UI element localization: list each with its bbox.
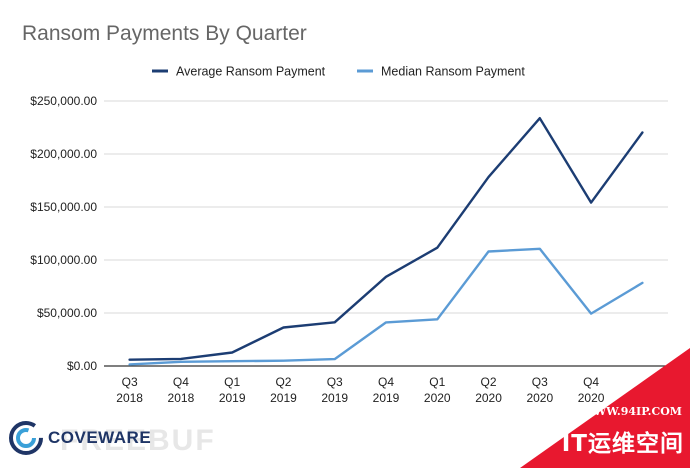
legend: Average Ransom Payment Median Ransom Paym… <box>152 65 525 79</box>
y-tick-label: $250,000.00 <box>30 94 97 108</box>
x-axis-ticks: Q3 2018 Q4 2018 Q1 2019 Q2 2019 Q3 2019 Q4 2019 Q1 20… <box>116 375 604 405</box>
y-tick-label: $100,000.00 <box>30 253 97 267</box>
y-tick-label: $150,000.00 <box>30 200 97 214</box>
x-tick-label-quarter: Q2 <box>481 375 497 389</box>
x-tick-label-quarter: Q3 <box>122 375 138 389</box>
coveware-logo-text: COVEWARE <box>48 428 152 447</box>
y-tick-label: $0.00 <box>67 359 97 373</box>
x-tick-label-year: 2019 <box>373 391 400 405</box>
x-tick-label-year: 2020 <box>526 391 553 405</box>
y-axis-ticks: $0.00 $50,000.00 $100,000.00 $150,000.00 $20… <box>30 94 97 373</box>
legend-label: Average Ransom Payment <box>176 65 326 79</box>
x-tick-label-quarter: Q3 <box>532 375 548 389</box>
x-tick-label-quarter: Q4 <box>583 375 599 389</box>
x-tick-label-year: 2018 <box>116 391 143 405</box>
x-tick-label-quarter: Q2 <box>275 375 291 389</box>
x-tick-label-quarter: Q3 <box>327 375 343 389</box>
x-tick-label-year: 2019 <box>219 391 246 405</box>
y-tick-label: $50,000.00 <box>37 306 97 320</box>
x-tick-label-year: 2020 <box>424 391 451 405</box>
x-tick-label-year: 2018 <box>168 391 195 405</box>
x-tick-label-quarter: Q1 <box>429 375 445 389</box>
x-tick-label-year: 2020 <box>475 391 502 405</box>
x-tick-label-year: 2019 <box>321 391 348 405</box>
line-chart: Average Ransom Payment Median Ransom Paym… <box>30 65 668 405</box>
series-line-median <box>128 247 644 366</box>
legend-label: Median Ransom Payment <box>381 65 525 79</box>
faint-watermark: FREEBUF <box>60 424 216 457</box>
y-tick-label: $200,000.00 <box>30 147 97 161</box>
x-tick-label-quarter: Q1 <box>224 375 240 389</box>
watermark-site-name: IT运维空间 <box>561 431 684 457</box>
series-lines <box>128 116 644 366</box>
grid <box>104 100 668 367</box>
x-tick-label-year: 2020 <box>578 391 605 405</box>
coveware-logo-icon <box>9 421 43 455</box>
x-tick-label-year: 2019 <box>270 391 297 405</box>
coveware-logo: COVEWARE <box>8 420 151 456</box>
series-line-average <box>128 116 644 361</box>
x-tick-label-quarter: Q4 <box>173 375 189 389</box>
chart-title: Ransom Payments By Quarter <box>22 22 307 45</box>
x-tick-label-quarter: Q4 <box>378 375 394 389</box>
